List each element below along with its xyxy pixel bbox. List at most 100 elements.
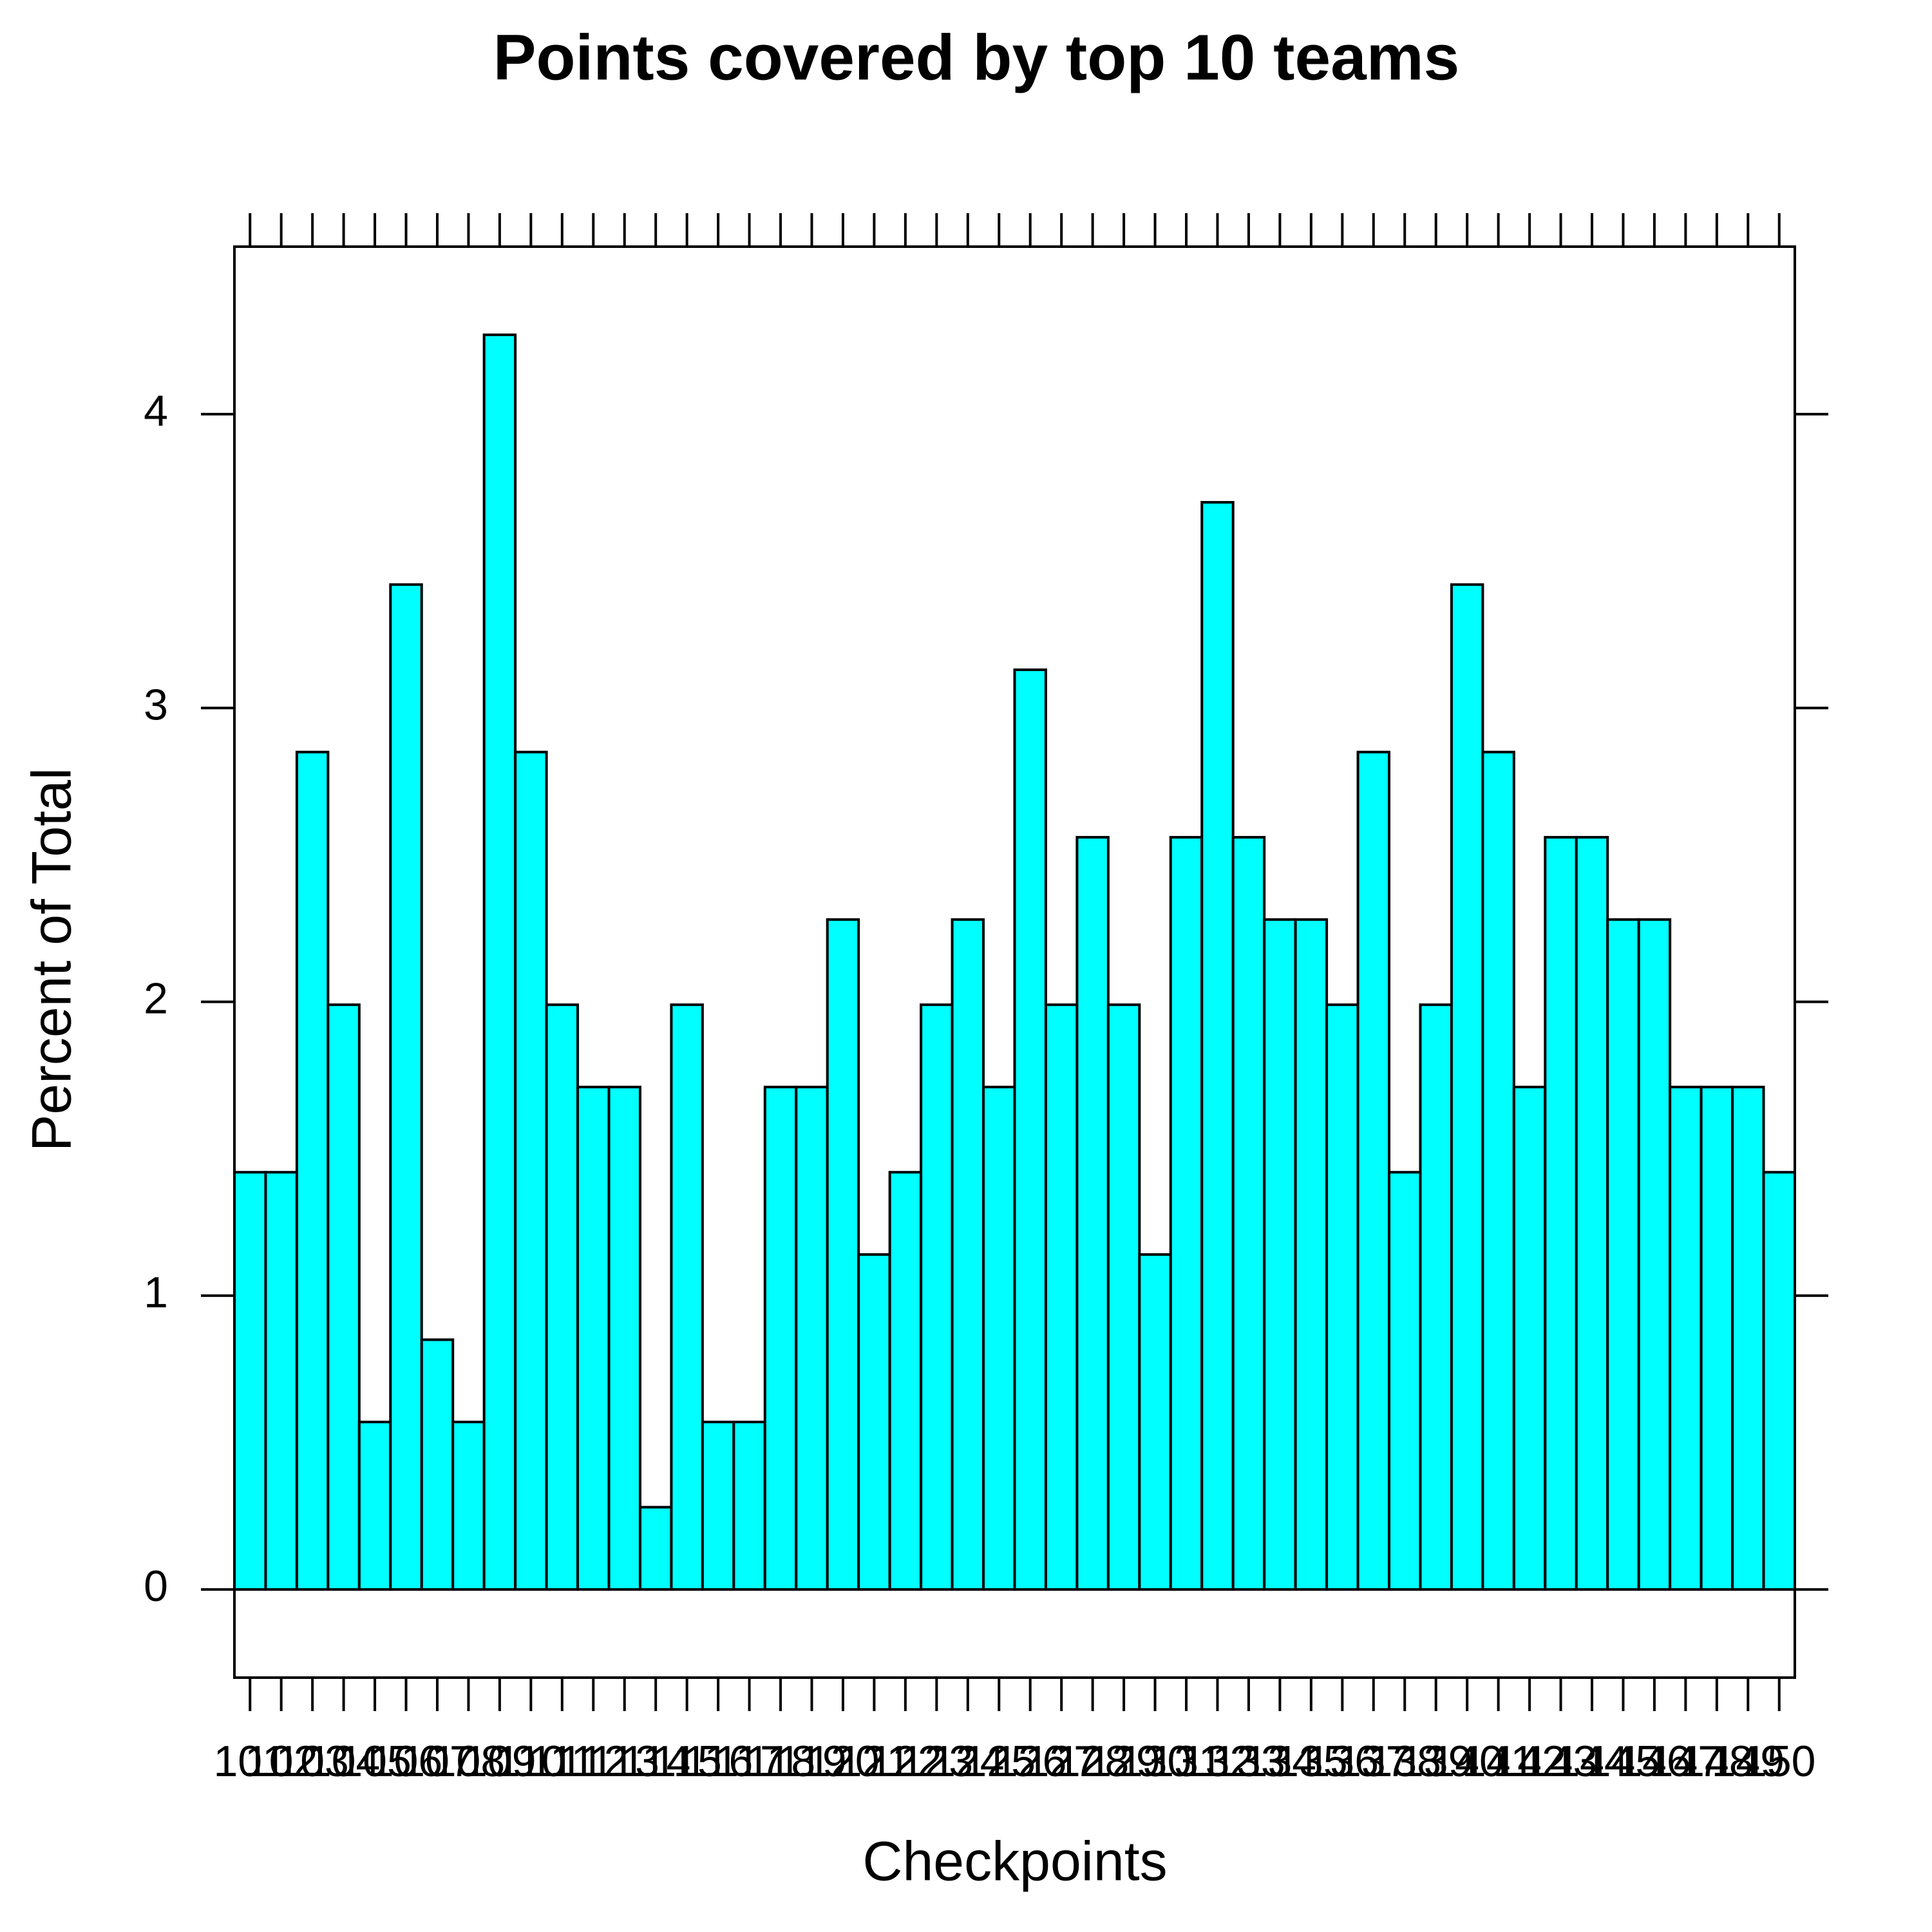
bar	[420, 1338, 455, 1591]
x-tick-label: 136	[1306, 1737, 1379, 1786]
x-tick-label: 103	[276, 1737, 348, 1786]
x-tick-label: 145	[1587, 1737, 1660, 1786]
plot-frame	[233, 245, 1796, 1679]
x-tick-label: 117	[714, 1737, 784, 1786]
bar	[576, 1085, 611, 1591]
bar	[795, 1085, 829, 1591]
x-tick-label: 110	[496, 1737, 565, 1786]
bar	[482, 333, 517, 1591]
x-tick-label: 119	[777, 1737, 846, 1786]
bar	[264, 1171, 298, 1591]
x-tick-label: 127	[1025, 1737, 1097, 1786]
bar	[1606, 918, 1640, 1591]
bar	[357, 1421, 392, 1591]
x-tick-label: 135	[1274, 1737, 1347, 1786]
bar	[1388, 1171, 1422, 1591]
x-tick-label: 107	[401, 1737, 473, 1786]
y-axis-label: Percent of Total	[21, 768, 83, 1151]
x-tick-label: 139	[1399, 1737, 1472, 1786]
x-tick-label: 142	[1493, 1737, 1566, 1786]
bar	[1669, 1085, 1703, 1591]
x-tick-label: 133	[1212, 1737, 1285, 1786]
y-tick-label: 0	[144, 1562, 168, 1611]
bar	[857, 1253, 891, 1591]
bar	[888, 1171, 923, 1591]
x-axis-label: Checkpoints	[862, 1831, 1167, 1893]
bar	[1294, 918, 1329, 1591]
x-tick-label: 104	[307, 1737, 380, 1786]
bar	[1169, 836, 1204, 1591]
bar	[451, 1421, 486, 1591]
bar	[1731, 1085, 1765, 1591]
x-tick-label: 118	[746, 1737, 815, 1786]
bar	[1325, 1003, 1359, 1591]
x-tick-label: 108	[432, 1737, 505, 1786]
bar	[1075, 836, 1110, 1591]
y-tick-label: 3	[144, 680, 168, 729]
bar	[826, 918, 860, 1591]
x-tick-label: 102	[245, 1737, 317, 1786]
bar	[1200, 500, 1235, 1591]
bar	[1138, 1253, 1172, 1591]
x-tick-label: 106	[370, 1737, 442, 1786]
x-tick-label: 143	[1524, 1737, 1597, 1786]
x-tick-label: 115	[652, 1737, 721, 1786]
bar	[920, 1003, 954, 1591]
x-tick-label: 144	[1555, 1737, 1628, 1786]
x-tick-label: 105	[338, 1737, 411, 1786]
bar	[1231, 836, 1266, 1591]
x-tick-label: 123	[900, 1737, 973, 1786]
bar	[982, 1085, 1016, 1591]
x-tick-label: 131	[1150, 1737, 1222, 1786]
bar	[1575, 836, 1609, 1591]
x-tick-label: 129	[1087, 1737, 1160, 1786]
bar	[1762, 1171, 1797, 1591]
x-tick-label: 124	[931, 1737, 1004, 1786]
bar	[763, 1085, 798, 1591]
bar	[1481, 750, 1515, 1591]
bar	[607, 1085, 641, 1591]
bar	[545, 1003, 580, 1591]
bar	[1544, 836, 1578, 1591]
y-tick-label: 4	[144, 386, 168, 435]
bar	[1700, 1085, 1734, 1591]
chart-title: Points covered by top 10 teams	[493, 21, 1460, 93]
x-tick-label: 132	[1181, 1737, 1254, 1786]
x-tick-label: 134	[1244, 1737, 1316, 1786]
y-tick-label: 2	[144, 974, 168, 1023]
x-tick-label: 114	[621, 1737, 690, 1786]
bar	[1637, 918, 1672, 1591]
x-tick-label: 122	[869, 1737, 942, 1786]
x-tick-label: 150	[1743, 1737, 1815, 1786]
bar	[514, 750, 548, 1591]
bar	[1450, 583, 1484, 1591]
x-tick-label: 125	[963, 1737, 1036, 1786]
x-tick-label: 148	[1680, 1737, 1753, 1786]
x-tick-label: 137	[1337, 1737, 1410, 1786]
x-tick-label: 101	[213, 1737, 286, 1786]
x-tick-label: 113	[590, 1737, 659, 1786]
bar	[732, 1421, 766, 1591]
x-tick-label: 128	[1056, 1737, 1129, 1786]
bar	[951, 918, 985, 1591]
x-tick-label: 138	[1368, 1737, 1441, 1786]
bar	[670, 1003, 704, 1591]
x-tick-label: 116	[683, 1737, 753, 1786]
bar	[1044, 1003, 1079, 1591]
bar	[1013, 668, 1047, 1591]
bar	[327, 1003, 361, 1591]
x-tick-label: 120	[806, 1737, 879, 1786]
bar	[295, 750, 330, 1591]
x-tick-label: 109	[463, 1737, 536, 1786]
bar	[1419, 1003, 1453, 1591]
x-tick-label: 126	[994, 1737, 1066, 1786]
bar	[701, 1421, 735, 1591]
x-tick-label: 149	[1712, 1737, 1785, 1786]
x-tick-label: 146	[1618, 1737, 1690, 1786]
bar	[233, 1171, 267, 1591]
y-tick-label: 1	[144, 1268, 168, 1317]
x-tick-label: 140	[1430, 1737, 1503, 1786]
x-tick-label: 141	[1462, 1737, 1535, 1786]
